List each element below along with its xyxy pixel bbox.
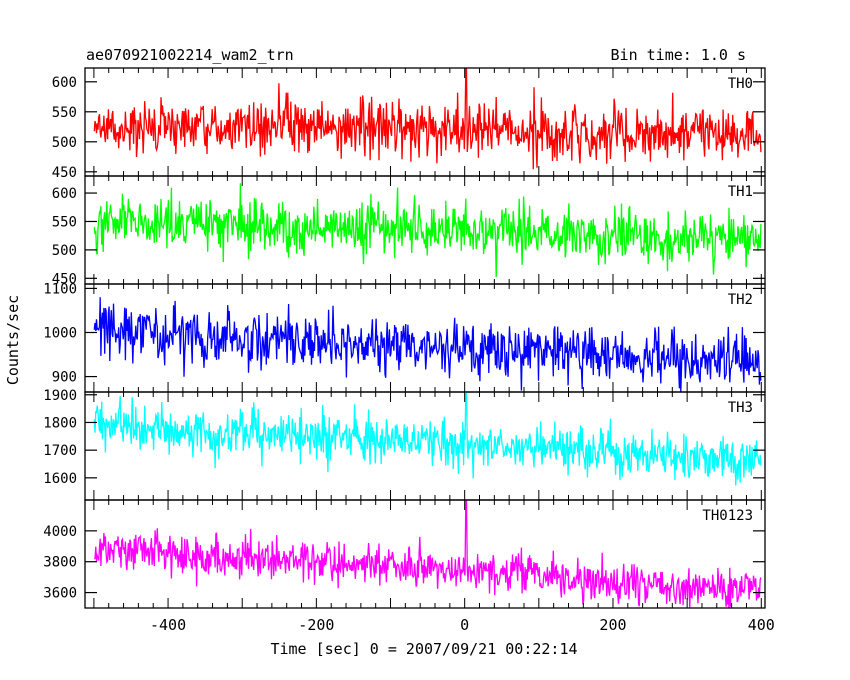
panel-label-th2: TH2	[728, 292, 753, 308]
x-tick-label: -200	[298, 616, 334, 634]
panel-label-th0: TH0	[728, 76, 753, 92]
bin-time-label: Bin time: 1.0 s	[611, 46, 746, 64]
y-tick-label: 450	[52, 271, 77, 287]
y-tick-label: 1600	[43, 471, 77, 487]
y-tick-label: 500	[52, 135, 77, 151]
y-tick-label: 600	[52, 186, 77, 202]
y-tick-label: 600	[52, 75, 77, 91]
panel-th0123: TH0123 3600 3800 4000	[43, 499, 766, 609]
panel-frame	[84, 391, 766, 501]
x-tick-label: 400	[748, 616, 775, 634]
series-line-th2	[93, 297, 762, 393]
panel-th0: TH0 450 500 550 600	[52, 67, 766, 181]
y-tick-label: 4000	[43, 524, 77, 540]
x-tick-label: 200	[599, 616, 626, 634]
panel-label-th0123: TH0123	[702, 508, 753, 524]
y-tick-label: 3800	[43, 555, 77, 571]
panel-label-th3: TH3	[728, 400, 753, 416]
y-tick-label: 500	[52, 243, 77, 259]
y-tick-label: 1100	[43, 281, 77, 297]
y-tick-label: 1000	[43, 325, 77, 341]
x-tick-label: -400	[150, 616, 186, 634]
series-line-th0	[93, 68, 762, 170]
panel-frame	[84, 283, 766, 393]
series-line-th3	[93, 391, 762, 486]
panel-th2: TH2 900 1000 1100	[43, 281, 766, 393]
panel-label-th1: TH1	[728, 184, 753, 200]
x-tick-label: 0	[460, 616, 469, 634]
y-tick-label: 900	[52, 370, 77, 386]
y-tick-label: 550	[52, 214, 77, 230]
panels-group: TH0 450 500 550 600 TH1 450 500 550 600 TH2 900 1000…	[43, 67, 766, 609]
chart-title: ae070921002214_wam2_trn	[86, 46, 294, 64]
panel-th1: TH1 450 500 550 600	[52, 175, 766, 287]
y-tick-label: 550	[52, 105, 77, 121]
series-line-th0123	[93, 499, 762, 608]
y-tick-label: 1700	[43, 443, 77, 459]
y-tick-label: 1900	[43, 388, 77, 404]
series-line-th1	[93, 183, 762, 278]
panel-th3: TH3 1600 1700 1800 1900	[43, 388, 766, 501]
y-axis-label: Counts/sec	[4, 295, 22, 385]
y-tick-label: 450	[52, 165, 77, 181]
panel-frame	[84, 499, 766, 609]
x-tick-labels: -400 -200 0 200 400	[150, 616, 775, 634]
x-axis-label: Time [sec] 0 = 2007/09/21 00:22:14	[270, 640, 577, 658]
y-tick-label: 3600	[43, 586, 77, 602]
y-tick-label: 1800	[43, 415, 77, 431]
